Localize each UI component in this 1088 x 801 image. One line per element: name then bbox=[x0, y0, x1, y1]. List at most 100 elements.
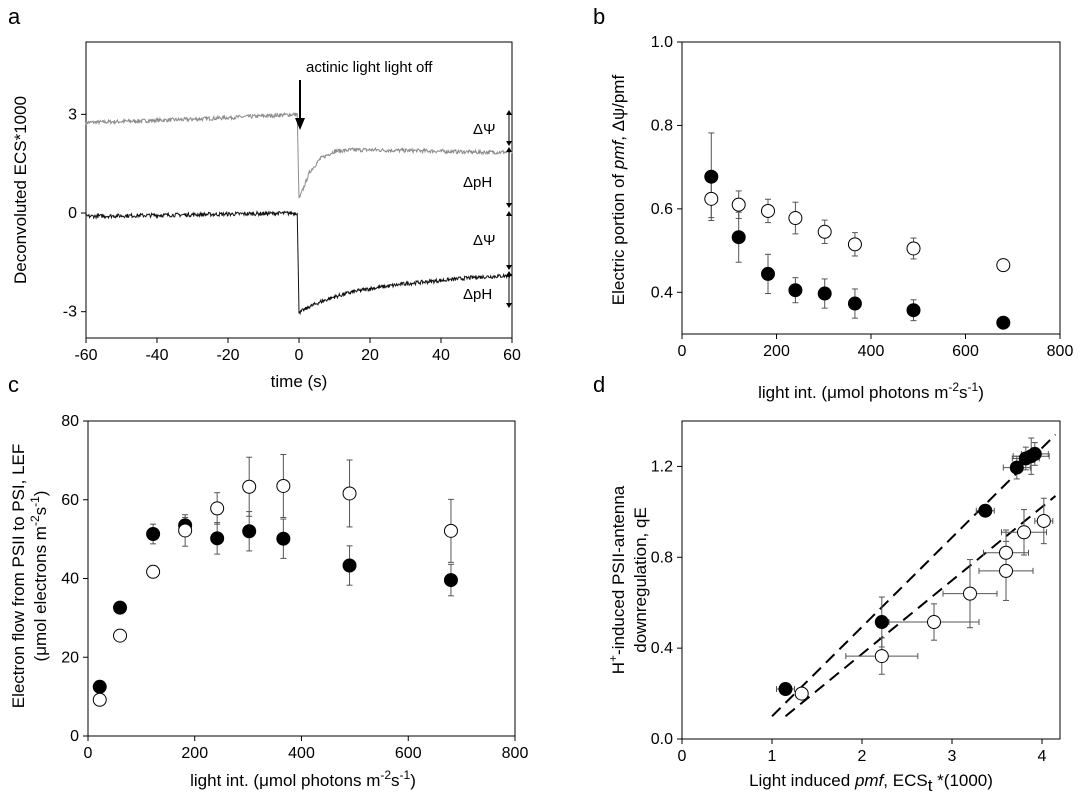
x-tick-label: 0 bbox=[678, 748, 687, 765]
filled-marker bbox=[817, 286, 832, 301]
panel-b-ylabel: Electric portion of pmf, Δψ/pmf bbox=[609, 75, 628, 306]
x-tick-label: -40 bbox=[145, 347, 168, 364]
y-tick-label: 0 bbox=[70, 728, 79, 745]
b-xlabel-mid: s bbox=[959, 383, 968, 402]
d-xlabel-it: pmf bbox=[854, 771, 886, 790]
bracket-upper-dph bbox=[506, 147, 512, 208]
y-tick-label: 0 bbox=[68, 205, 77, 222]
open-marker bbox=[704, 191, 719, 206]
d-xlabel-post: *(1000) bbox=[932, 771, 992, 790]
bracket-lower-dpsi bbox=[506, 211, 512, 270]
y-tick-label: 20 bbox=[61, 649, 79, 666]
x-tick-label: 0 bbox=[295, 347, 304, 364]
x-tick-label: 1 bbox=[768, 748, 777, 765]
panel-a: -60 -40 -20 0 20 40 60 -3 0 3 Deconvoluted ECS*10… bbox=[11, 41, 521, 391]
open-marker bbox=[760, 203, 775, 218]
filled-marker bbox=[146, 527, 161, 542]
panel-label-d: d bbox=[593, 372, 605, 397]
open-marker bbox=[242, 479, 257, 494]
filled-marker bbox=[906, 303, 921, 318]
b-xlabel-sup2: -1 bbox=[968, 380, 979, 394]
b-ylabel-it: pmf bbox=[609, 139, 628, 171]
panel-b: 0 200 400 600 800 0.4 0.6 0.8 1.0 Electric porti… bbox=[609, 34, 1073, 402]
panel-d-ylabel-line1: H+-induced PSII-antenna bbox=[606, 485, 628, 674]
x-tick-label: -20 bbox=[216, 347, 239, 364]
x-tick-label: 0 bbox=[678, 343, 687, 360]
actinic-light-arrow bbox=[295, 80, 305, 130]
y-tick-label: -3 bbox=[63, 304, 77, 321]
panel-d-frame bbox=[681, 420, 1061, 740]
x-tick-label: 4 bbox=[1038, 748, 1047, 765]
x-tick-label: 2 bbox=[858, 748, 867, 765]
y-tick-label: 0.0 bbox=[651, 731, 673, 748]
open-marker bbox=[1017, 525, 1031, 540]
open-marker bbox=[927, 615, 941, 630]
panel-c-xlabel: light int. (μmol photons m-2s-1) bbox=[190, 768, 416, 790]
y-tick-label: 0.8 bbox=[651, 117, 673, 134]
x-tick-label: 40 bbox=[432, 347, 450, 364]
filled-marker bbox=[1027, 446, 1042, 461]
b-xlabel-post: ) bbox=[978, 383, 984, 402]
fit-line bbox=[771, 433, 1057, 717]
bracket-lower-dph bbox=[506, 271, 512, 308]
panel-d-points bbox=[776, 437, 1054, 701]
y-tick-label: 80 bbox=[61, 413, 79, 430]
panel-b-xlabel: light int. (μmol photons m-2s-1) bbox=[758, 380, 984, 402]
panel-c-ylabel-line1: Electron flow from PSII to PSI, LEF bbox=[9, 444, 28, 709]
c-ylabel2-sup2: -1 bbox=[28, 496, 42, 507]
panel-d-xlabel: Light induced pmf, ECSt *(1000) bbox=[749, 771, 993, 795]
label-dph-lower: ΔpH bbox=[463, 286, 492, 303]
c-ylabel2-mid: s bbox=[31, 507, 50, 516]
filled-marker bbox=[1009, 460, 1024, 475]
filled-marker bbox=[760, 266, 775, 281]
panel-d-fit-lines bbox=[771, 433, 1057, 718]
d-ylabel1-post: -induced PSII-antenna bbox=[609, 485, 628, 655]
panel-c: 0 200 400 600 800 0 20 40 60 80 Electron flow fro… bbox=[9, 413, 528, 790]
x-tick-label: 20 bbox=[361, 347, 379, 364]
b-ylabel-post: , Δψ/pmf bbox=[609, 75, 628, 141]
panel-b-points bbox=[704, 132, 1011, 330]
b-ylabel-pre: Electric portion of bbox=[609, 169, 628, 305]
open-marker bbox=[794, 686, 809, 701]
panel-label-c: c bbox=[8, 372, 19, 397]
d-ylabel1-pre: H bbox=[609, 662, 628, 674]
b-xlabel-pre: light int. (μmol photons m bbox=[758, 383, 948, 402]
panel-a-ticks: -60 -40 -20 0 20 40 60 -3 0 3 bbox=[63, 106, 521, 364]
c-xlabel-sup2: -1 bbox=[400, 768, 411, 782]
filled-marker bbox=[874, 615, 889, 630]
filled-marker bbox=[788, 283, 803, 298]
x-tick-label: 0 bbox=[84, 745, 93, 762]
bracket-upper-dpsi bbox=[506, 110, 512, 146]
y-tick-label: 0.4 bbox=[651, 284, 673, 301]
filled-marker bbox=[276, 531, 291, 546]
filled-marker bbox=[210, 531, 225, 546]
open-marker bbox=[906, 241, 921, 256]
fit-line bbox=[784, 495, 1057, 718]
open-marker bbox=[963, 586, 977, 601]
panel-d: 0 1 2 3 4 0.0 0.4 0.8 1.2 H+-induced PSII-antenn… bbox=[606, 420, 1061, 795]
filled-marker bbox=[731, 230, 746, 245]
filled-marker bbox=[242, 524, 257, 539]
filled-marker bbox=[978, 503, 993, 518]
open-marker bbox=[210, 501, 225, 516]
open-marker bbox=[178, 523, 193, 538]
x-tick-label: 400 bbox=[288, 745, 315, 762]
x-tick-label: 200 bbox=[763, 343, 790, 360]
d-xlabel-sub: t bbox=[928, 776, 933, 795]
x-tick-label: 600 bbox=[395, 745, 422, 762]
y-tick-label: 60 bbox=[61, 492, 79, 509]
panel-a-traces bbox=[85, 112, 513, 316]
open-marker bbox=[731, 197, 746, 212]
x-tick-label: 60 bbox=[503, 347, 521, 364]
open-marker bbox=[113, 628, 128, 643]
open-marker bbox=[342, 486, 357, 501]
filled-marker bbox=[443, 573, 458, 588]
open-marker bbox=[874, 649, 889, 664]
panel-a-xlabel: time (s) bbox=[271, 372, 328, 391]
open-marker bbox=[996, 258, 1011, 273]
filled-marker bbox=[704, 169, 719, 184]
ecs-trace bbox=[85, 210, 513, 316]
c-xlabel-sup1: -2 bbox=[380, 768, 391, 782]
label-dph-upper: ΔpH bbox=[463, 174, 492, 191]
